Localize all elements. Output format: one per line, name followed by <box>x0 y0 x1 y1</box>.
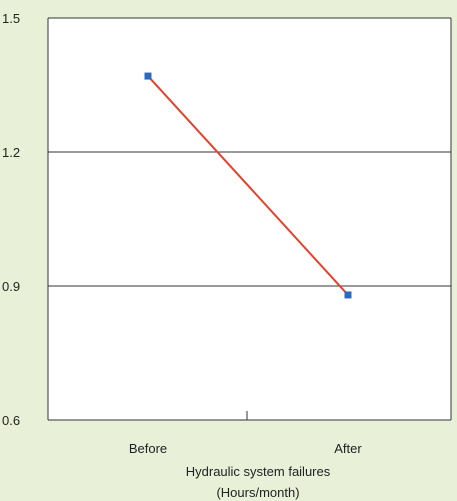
plot-area <box>48 18 451 420</box>
data-point-before <box>144 72 152 80</box>
y-tick-label-3: 1.5 <box>2 11 20 26</box>
y-tick-label-0: 0.6 <box>2 413 20 428</box>
series <box>144 72 352 299</box>
x-axis-unit: (Hours/month) <box>216 485 299 500</box>
y-tick-label-2: 1.2 <box>2 145 20 160</box>
x-tick-label-before: Before <box>129 441 167 456</box>
x-tick-labels: Before After <box>129 441 363 456</box>
y-tick-label-1: 0.9 <box>2 279 20 294</box>
x-axis-title: Hydraulic system failures <box>186 464 331 479</box>
axes <box>47 18 452 421</box>
data-point-after <box>344 291 352 299</box>
x-tick-label-after: After <box>334 441 362 456</box>
y-tick-labels: 0.6 0.9 1.2 1.5 <box>2 11 20 428</box>
series-line-0 <box>147 75 349 296</box>
